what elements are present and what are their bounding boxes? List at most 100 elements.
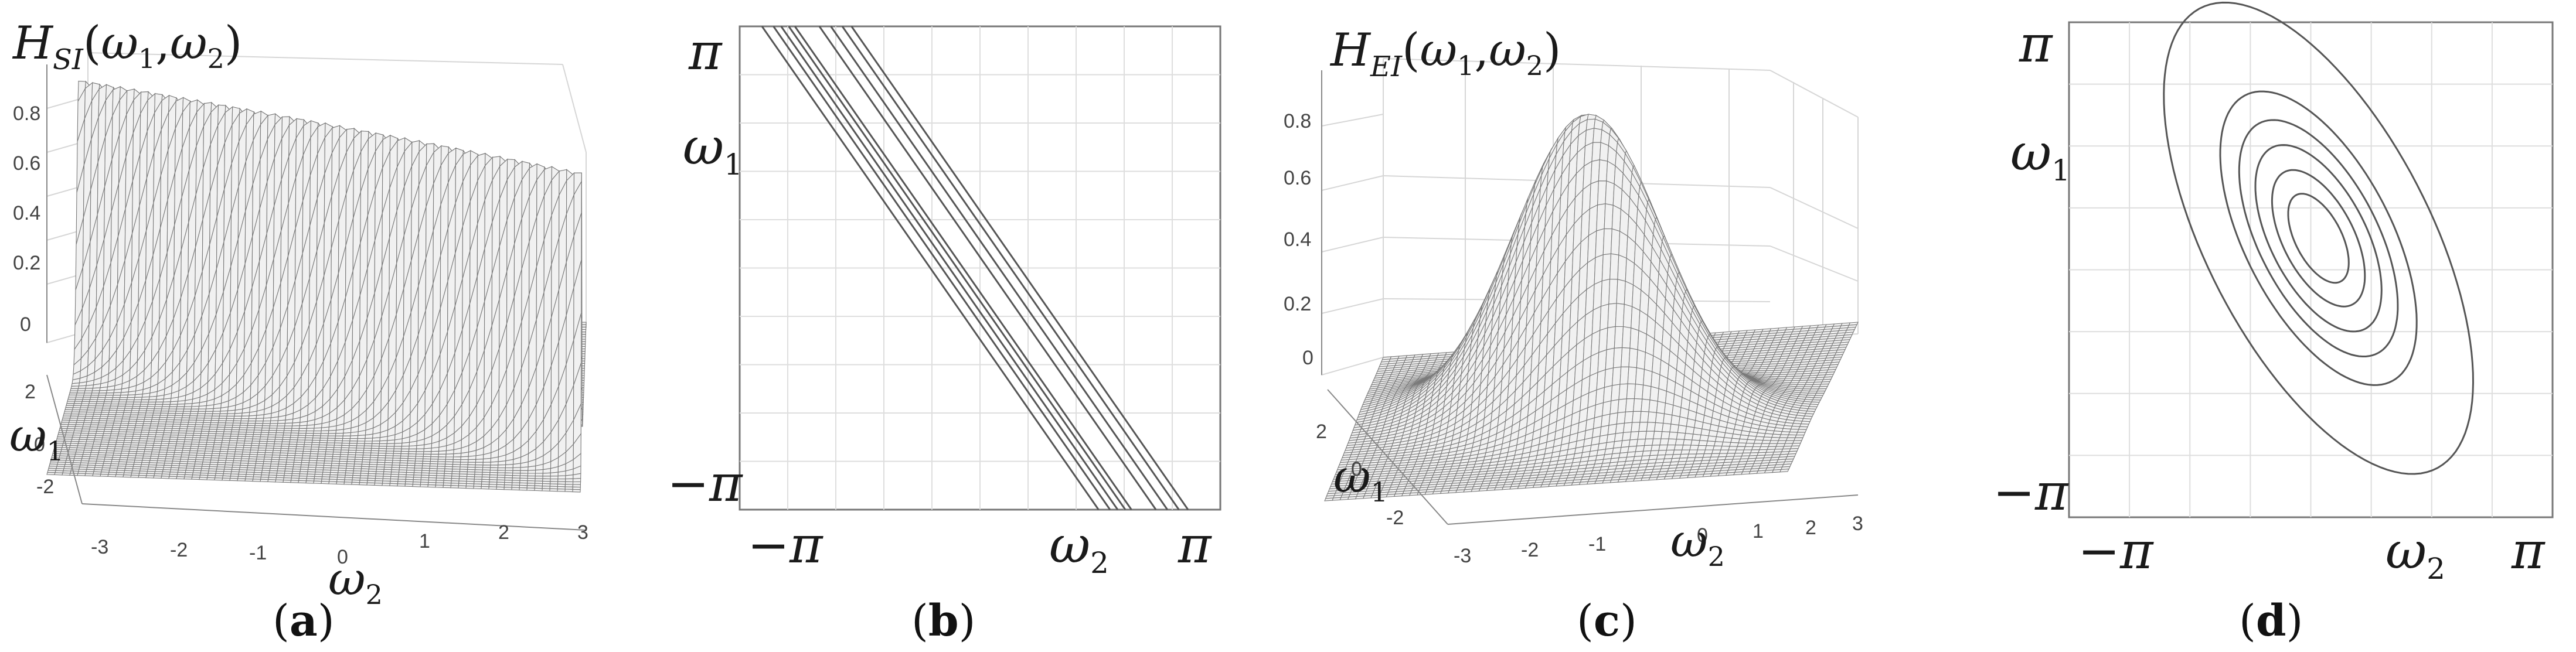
surface-a-cell <box>520 470 529 474</box>
surface-a-cell <box>298 480 307 484</box>
surface-a-cell <box>113 392 122 396</box>
surface-a-cell <box>306 424 315 429</box>
panel-a-ylabel: ω1 <box>9 409 64 467</box>
surface-a-cell <box>452 456 461 460</box>
surface-a-cell <box>445 453 454 458</box>
surface-a-cell <box>512 463 521 469</box>
panel-a-title: HSI(ω1,ω2) <box>12 17 242 76</box>
surface-a-cell <box>379 440 388 444</box>
surface-a-cell <box>262 420 271 424</box>
surface-a-cell <box>291 425 300 429</box>
surface-a-cell <box>234 412 243 417</box>
surface-a-cell <box>408 448 417 452</box>
surface-a-cell <box>106 392 114 396</box>
surface-a-cell <box>205 411 214 414</box>
surface-a-cell <box>557 475 566 480</box>
z-tick: 0 <box>20 313 31 336</box>
surface-a-cell <box>46 472 56 475</box>
surface-a-cell <box>342 432 352 436</box>
surface-a-cell <box>212 407 222 412</box>
surface-a-cell <box>490 461 499 466</box>
w2-tick: -1 <box>249 542 267 564</box>
surface-a-cell <box>183 476 193 480</box>
surface-a-cell <box>305 480 315 484</box>
surface-a-cell <box>430 450 440 455</box>
surface-a-cell <box>453 453 462 458</box>
surface-a-cell <box>153 475 162 479</box>
surface-a-cell <box>127 390 137 395</box>
surface-a-cell <box>379 436 388 442</box>
surface-a-cell <box>565 474 574 480</box>
surface-a-cell <box>336 481 345 485</box>
surface-a-cell <box>328 433 336 436</box>
surface-a-cell <box>497 464 506 469</box>
surface-a-cell <box>404 483 414 487</box>
surface-a-cell <box>382 483 391 486</box>
surface-a-cell <box>386 439 396 444</box>
surface-a-cell <box>438 453 447 458</box>
surface-a-cell <box>321 426 330 432</box>
w1-tick: 2 <box>25 381 36 403</box>
surface-a-cell <box>401 442 410 447</box>
surface-a-cell <box>535 469 544 474</box>
surface-a-cell <box>389 483 399 487</box>
surface-a-cell <box>488 486 497 490</box>
surface-a-cell <box>277 419 286 424</box>
w2-tick: -3 <box>91 536 108 558</box>
surface-a-cell <box>92 473 101 477</box>
surface-a-cell <box>77 388 86 391</box>
surface-a-cell <box>134 394 143 398</box>
panel-a-caption: (a) <box>273 596 335 646</box>
surface-a-cell <box>183 406 192 409</box>
surface-a-cell <box>397 483 406 487</box>
surface-a-cell <box>412 484 421 487</box>
surface-a-cell <box>313 430 322 434</box>
panel-b: π ω1 −π −π ω2 π (b) <box>667 23 1221 646</box>
panel-b-ytick-top: π <box>688 23 723 81</box>
surface-a-cell <box>468 455 477 460</box>
surface-a-cell <box>299 421 308 426</box>
surface-a-cell <box>542 488 550 491</box>
surface-a-cell <box>115 474 124 477</box>
surface-a-cell <box>191 476 200 480</box>
surface-a-cell <box>244 478 254 482</box>
surface-a-cell <box>155 398 164 402</box>
surface-a-cell <box>427 484 437 488</box>
surface-a-cell <box>199 477 208 480</box>
surface-a-cell <box>550 472 559 477</box>
surface-a-cell <box>342 435 351 439</box>
surface-a-cell <box>155 401 164 405</box>
surface-a-cell <box>528 465 536 471</box>
surface-a-cell <box>423 448 432 452</box>
surface-a-cell <box>54 472 63 476</box>
surface-a-cell <box>98 390 108 394</box>
surface-a-cell <box>313 480 322 484</box>
surface-a-cell <box>335 432 344 436</box>
surface-a-cell <box>176 476 185 480</box>
surface-a-cell <box>350 431 359 436</box>
surface-a-cell <box>134 397 143 401</box>
surface-a-cell <box>505 464 514 469</box>
surface-a-cell <box>460 452 469 458</box>
panel-b-caption: (b) <box>911 596 976 646</box>
surface-a-cell <box>161 476 170 479</box>
surface-a-cell <box>284 422 293 426</box>
surface-a-cell <box>482 462 491 466</box>
surface-a-cell <box>248 418 257 422</box>
surface-a-cell <box>84 388 94 391</box>
panel-b-ylabel: ω1 <box>683 118 743 182</box>
surface-a-cell <box>206 477 216 480</box>
surface-a-cell <box>120 391 129 396</box>
panel-a-z-ticks: 0 0.2 0.4 0.6 0.8 <box>13 103 40 336</box>
surface-a-cell <box>277 423 286 426</box>
surface-a-cell <box>205 408 214 412</box>
surface-a-cell <box>233 415 243 419</box>
surface-a-cell <box>565 478 574 483</box>
surface-a-cell <box>416 444 425 449</box>
surface-a-cell <box>256 414 265 419</box>
surface-a-cell <box>298 425 308 429</box>
surface-a-cell <box>409 445 417 449</box>
surface-a-cell <box>481 486 489 490</box>
surface-a-cell <box>366 482 376 486</box>
surface-a-cell <box>270 420 279 424</box>
